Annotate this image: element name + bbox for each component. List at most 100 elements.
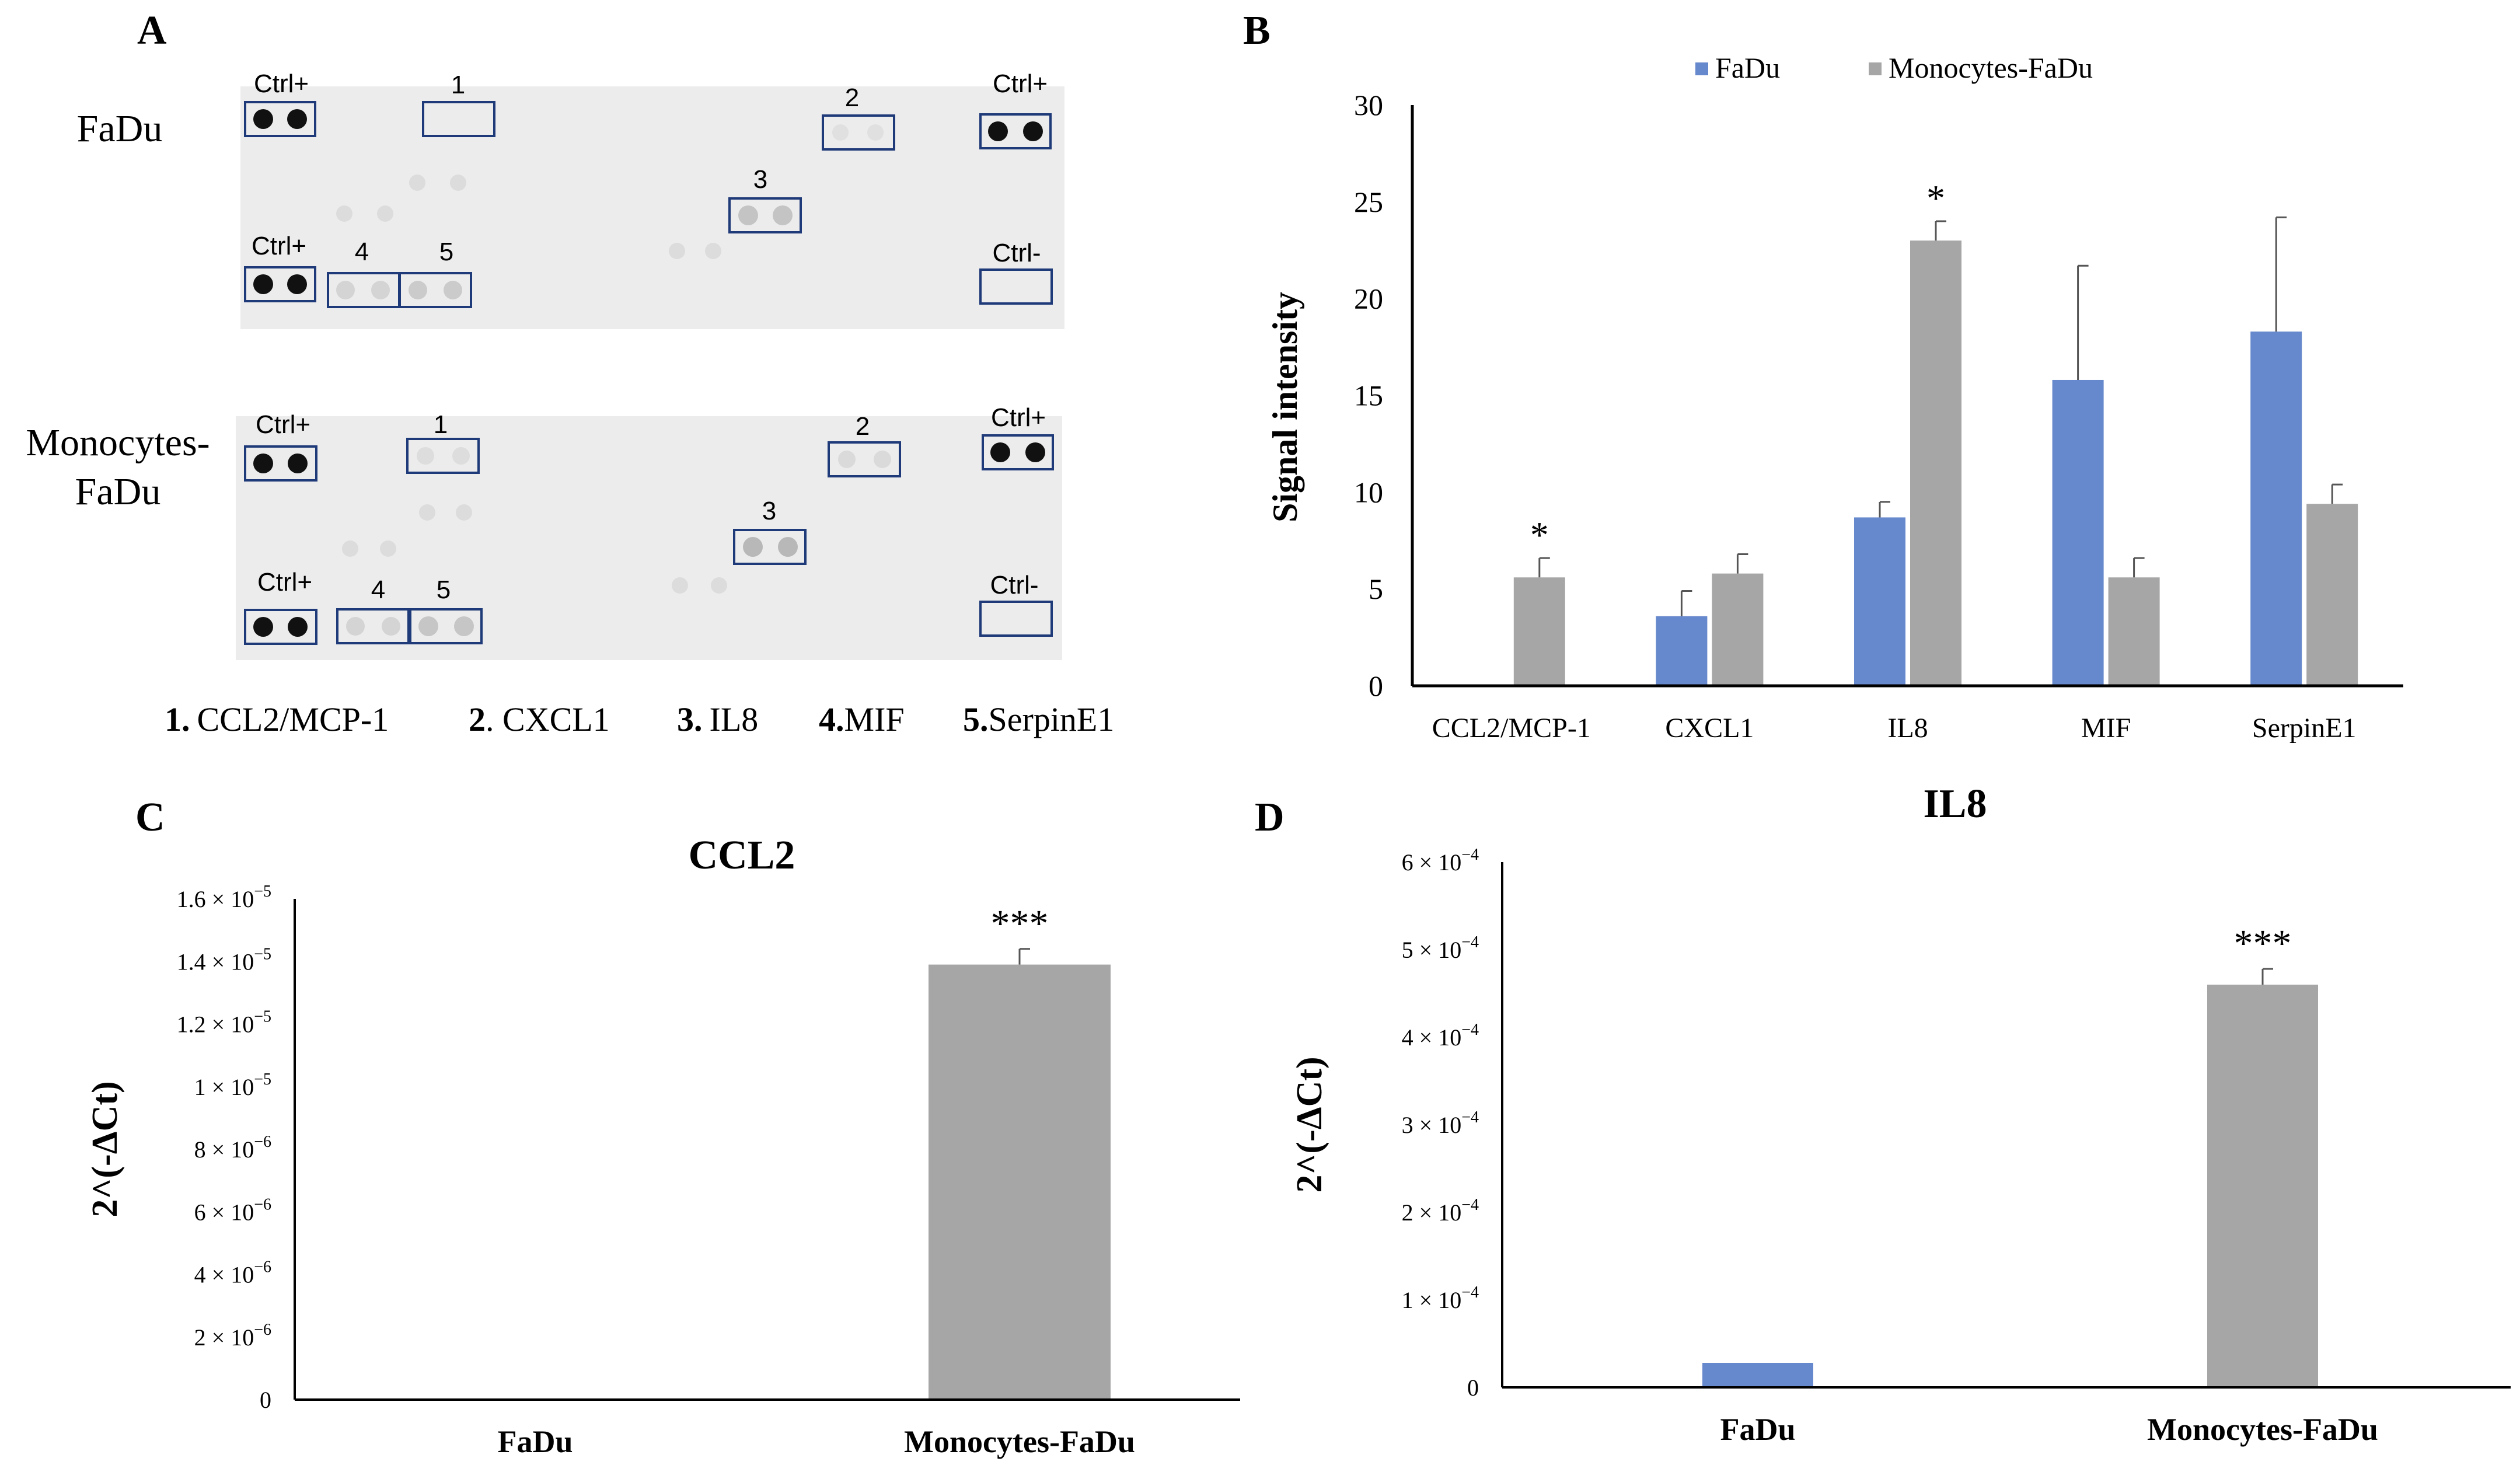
x-tick-label: FaDu (1720, 1412, 1795, 1447)
box-cxcl1 (828, 441, 901, 477)
box-number: 4 (355, 238, 369, 266)
ctrl-minus-box (979, 601, 1053, 637)
serpine1-spot (454, 616, 474, 636)
y-axis-label: 2^(-ΔCt) (1290, 1056, 1329, 1192)
box-number: 5 (437, 575, 451, 604)
bar-monocytes (1712, 573, 1764, 686)
blot-fadu: FaDu Ctrl+ Ctrl+ Ctrl+ Ct (77, 69, 1064, 329)
il8-spot (773, 205, 793, 225)
x-tick-label: Monocytes-FaDu (2147, 1412, 2378, 1447)
legend-swatch (1869, 62, 1882, 75)
bar-fadu (1656, 616, 1708, 686)
ccl2-spot (417, 447, 434, 465)
ctrl-plus-spot (988, 121, 1008, 141)
ctrl-plus-label: Ctrl+ (254, 69, 309, 98)
box-number: 1 (434, 410, 448, 439)
bar-fadu (1854, 517, 1905, 686)
ccl2-spot (452, 447, 470, 465)
y-tick-label: 25 (1354, 186, 1383, 218)
ctrl-plus-box (244, 101, 316, 137)
cxcl1-spot (838, 451, 856, 468)
y-tick-label: 5 (1369, 573, 1383, 605)
serpine1-spot (418, 616, 438, 636)
blot-monocytes-membrane (236, 416, 1062, 660)
key-num: 3. (677, 700, 703, 738)
ctrl-plus-box (979, 113, 1052, 149)
ctrl-plus-spot (253, 109, 273, 129)
ctrl-plus-spot (1025, 442, 1045, 462)
ctrl-plus-spot (288, 454, 308, 473)
mif-spot (371, 281, 390, 299)
key-num: 4. (819, 700, 844, 738)
box-ccl2 (422, 101, 495, 137)
ctrl-plus-label: Ctrl+ (991, 403, 1046, 432)
chart-d: IL8 0 1 × 10−4 2 × 10−4 3 × 10−4 4 × 10−4 5 × … (1290, 782, 2511, 1447)
ctrl-plus-spot (253, 274, 273, 294)
blot-fadu-membrane (240, 86, 1064, 329)
y-tick-label: 0 (260, 1387, 271, 1413)
x-tick-label: MIF (2081, 713, 2131, 744)
x-tick-label: IL8 (1887, 713, 1928, 744)
serpine1-spot (444, 281, 462, 299)
box-number: 5 (439, 238, 453, 266)
box-number: 2 (856, 412, 870, 441)
il8-spot (738, 205, 758, 225)
ctrl-plus-label: Ctrl+ (256, 410, 310, 439)
legend-swatch (1695, 62, 1708, 75)
key-name: . CXCL1 (486, 700, 610, 738)
faint-spot (832, 124, 849, 141)
serpine1-spot (409, 281, 427, 299)
ctrl-minus-box (979, 268, 1053, 305)
key-num: 5. (963, 700, 989, 738)
ctrl-plus-label: Ctrl+ (257, 568, 312, 597)
box-cxcl1 (822, 114, 895, 151)
significance-marker: * (1926, 177, 1945, 219)
ctrl-plus-box (244, 266, 316, 302)
box-number: 3 (753, 165, 767, 194)
ctrl-plus-box (244, 609, 317, 645)
il8-spot (743, 537, 763, 557)
ctrl-plus-spot (253, 454, 273, 473)
box-serpine1 (399, 272, 472, 308)
bar-fadu (2250, 332, 2302, 686)
x-tick-label: SerpinE1 (2252, 713, 2357, 744)
chart-title: CCL2 (689, 833, 795, 878)
bar-fadu (2052, 379, 2104, 686)
key-name: CCL2/MCP-1 (197, 700, 389, 738)
key-num: 2 (469, 700, 486, 738)
y-tick-label: 6 × 10−6 (194, 1195, 271, 1225)
key-name: SerpinE1 (989, 700, 1115, 738)
box-serpine1 (409, 608, 483, 644)
box-il8 (728, 197, 802, 233)
array-key: 1. CCL2/MCP-1 2. CXCL1 3. IL8 4.MIF 5.Serp… (165, 700, 1114, 738)
y-tick-label: 0 (1369, 669, 1383, 702)
y-tick-label: 1.4 × 10−5 (177, 945, 271, 975)
box-number: 4 (371, 575, 385, 604)
blot-monocytes-faint-spots (342, 504, 727, 594)
y-tick-label: 1.2 × 10−5 (177, 1008, 271, 1038)
faint-spot (867, 124, 884, 141)
y-axis-label: 2^(-ΔCt) (85, 1081, 125, 1217)
cxcl1-spot (874, 451, 891, 468)
bar-monocytes (929, 964, 1111, 1400)
blot-fadu-label: FaDu (77, 107, 163, 150)
bar-monocytes (2207, 985, 2318, 1387)
legend-label: FaDu (1715, 51, 1780, 84)
x-tick-label: CCL2/MCP-1 (1432, 713, 1591, 744)
legend-label: Monocytes-FaDu (1889, 51, 2093, 84)
bar-monocytes (1910, 240, 1961, 686)
panel-b: B FaDu Monocytes-FaDu 0 5 10 15 20 25 30 Signal i… (1243, 8, 2403, 744)
y-tick-label: 1 × 10−4 (1402, 1283, 1479, 1313)
box-il8 (733, 529, 807, 565)
bar-fadu (1702, 1363, 1813, 1387)
y-tick-label: 1 × 10−5 (194, 1070, 271, 1100)
significance-marker: *** (2234, 922, 2292, 965)
key-name: IL8 (710, 700, 759, 738)
y-tick-label: 10 (1354, 476, 1383, 508)
bar-monocytes (2108, 577, 2160, 686)
ctrl-plus-label: Ctrl+ (993, 69, 1048, 98)
box-ccl2 (406, 438, 480, 474)
y-tick-label: 2 × 10−4 (1402, 1196, 1479, 1226)
mif-spot (382, 617, 400, 636)
